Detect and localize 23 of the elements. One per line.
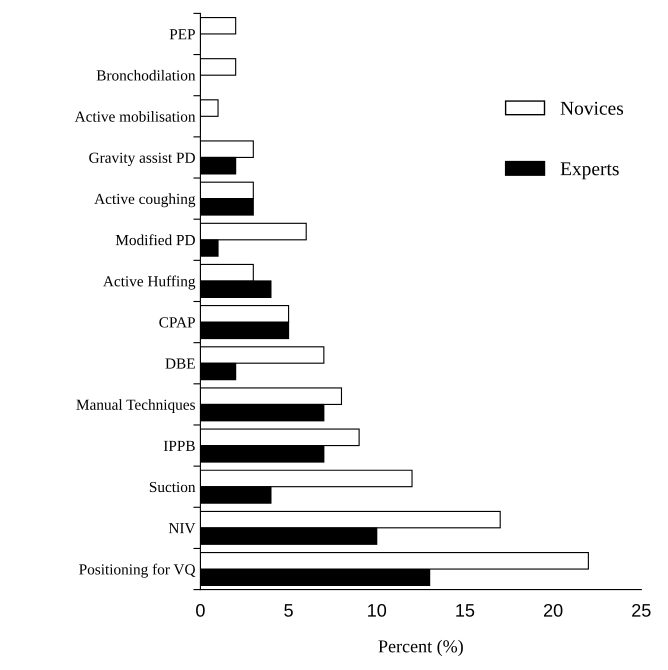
y-tick-label: CPAP xyxy=(159,317,195,328)
y-tick-label: Positioning for VQ xyxy=(79,564,196,578)
legend-label: Experts xyxy=(560,162,619,180)
x-tick-label: 20 xyxy=(544,604,562,617)
y-tick-label: Suction xyxy=(150,482,196,492)
x-tick-label: 5 xyxy=(284,604,293,617)
y-tick-label: NIV xyxy=(168,523,196,534)
y-tick-label: IPPB xyxy=(164,440,195,451)
x-tick-label: 0 xyxy=(196,604,205,617)
y-tick-label: DBE xyxy=(165,358,195,369)
y-tick-label: PEP xyxy=(170,29,195,40)
y-tick-label: Manual Techniques xyxy=(76,399,195,413)
y-tick-label: Gravity assist PD xyxy=(89,152,195,166)
x-tick-label: 10 xyxy=(368,604,386,617)
x-tick-label: 15 xyxy=(456,604,474,617)
y-tick-label: Active Huffing xyxy=(103,276,196,290)
legend-label: Novices xyxy=(560,102,624,115)
x-axis-title: Percent (%) xyxy=(378,640,463,656)
y-tick-label: Modified PD xyxy=(116,234,195,246)
x-tick-label: 25 xyxy=(632,604,651,617)
y-tick-label: Bronchodilation xyxy=(96,70,196,81)
y-tick-label: Active coughing xyxy=(94,193,196,208)
y-tick-label: Active mobilisation xyxy=(74,110,196,122)
